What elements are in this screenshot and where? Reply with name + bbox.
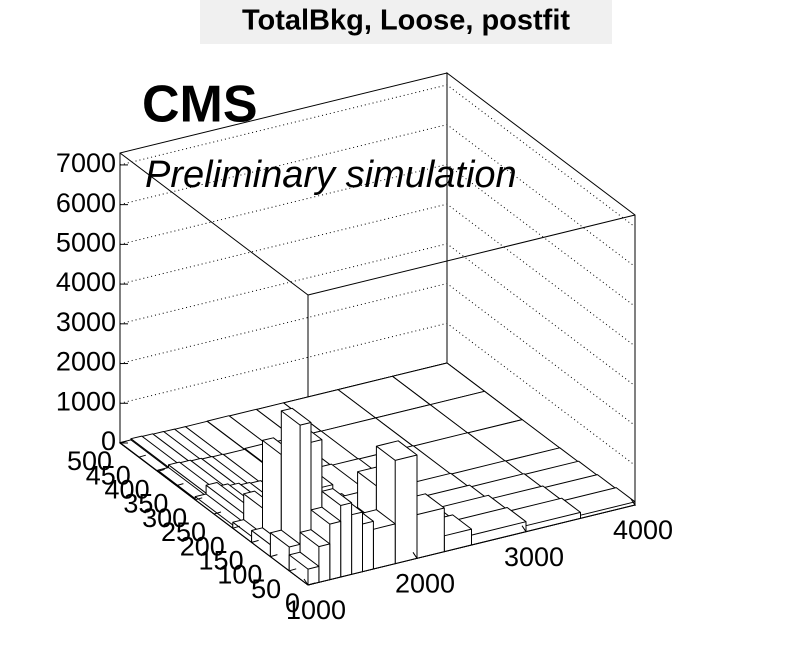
title-box: [200, 0, 612, 44]
grid-line: [119, 203, 636, 347]
z-tick-label: 1000: [56, 386, 116, 416]
z-tick-label: 6000: [56, 188, 116, 218]
x-tick: [630, 498, 636, 506]
x-tick: [412, 552, 418, 559]
bars: [119, 362, 636, 586]
y-tick: [251, 539, 259, 543]
y-tick-label: 200: [180, 531, 225, 561]
y-tick: [213, 511, 222, 515]
y-tick: [138, 454, 146, 458]
y-tick: [232, 525, 240, 529]
grid-line: [119, 84, 636, 228]
grid-line: [119, 243, 636, 387]
y-tick-label: 250: [161, 517, 206, 547]
x-tick: [521, 525, 527, 532]
y-tick-label: 400: [105, 475, 150, 505]
y-tick-label: 0: [285, 588, 300, 618]
z-tick-label: 7000: [56, 148, 116, 178]
x-axis: [307, 504, 636, 586]
y-tick-label: 350: [123, 489, 168, 519]
grid-line: [119, 282, 636, 426]
z-tick-label: 3000: [56, 307, 116, 337]
x-tick-label: 1000: [286, 595, 346, 625]
grid-line: [119, 124, 636, 267]
y-tick: [119, 440, 128, 444]
y-tick: [176, 483, 184, 487]
z-tick-label: 2000: [56, 347, 116, 377]
z-tick-label: 4000: [56, 267, 116, 297]
chart-title: TotalBkg, Loose, postfit: [242, 5, 570, 37]
y-tick-label: 300: [142, 503, 187, 533]
grid-line: [119, 322, 636, 466]
y-tick-label: 50: [251, 574, 281, 604]
preliminary-label: Preliminary simulation: [145, 154, 517, 196]
bar: [288, 551, 320, 586]
z-tick-label: 0: [101, 426, 116, 456]
x-tick-label: 3000: [504, 542, 564, 572]
y-tick: [270, 554, 278, 558]
y-tick-label: 450: [86, 460, 131, 490]
y-tick: [307, 582, 316, 586]
grid-line: [119, 163, 636, 307]
frame-edge: [307, 214, 636, 296]
z-tick-label: 5000: [56, 227, 116, 257]
frame-edge: [119, 152, 309, 296]
labels: 0100020003000400050006000700010002000300…: [56, 148, 673, 625]
x-tick-label: 2000: [395, 568, 455, 598]
y-tick-label: 150: [199, 546, 244, 576]
y-tick: [289, 568, 297, 572]
x-tick-label: 4000: [613, 515, 673, 545]
y-tick-label: 100: [217, 560, 262, 590]
y-tick: [157, 468, 165, 472]
cms-label: CMS: [142, 76, 258, 134]
y-tick: [195, 497, 203, 501]
y-tick-label: 500: [67, 446, 112, 476]
